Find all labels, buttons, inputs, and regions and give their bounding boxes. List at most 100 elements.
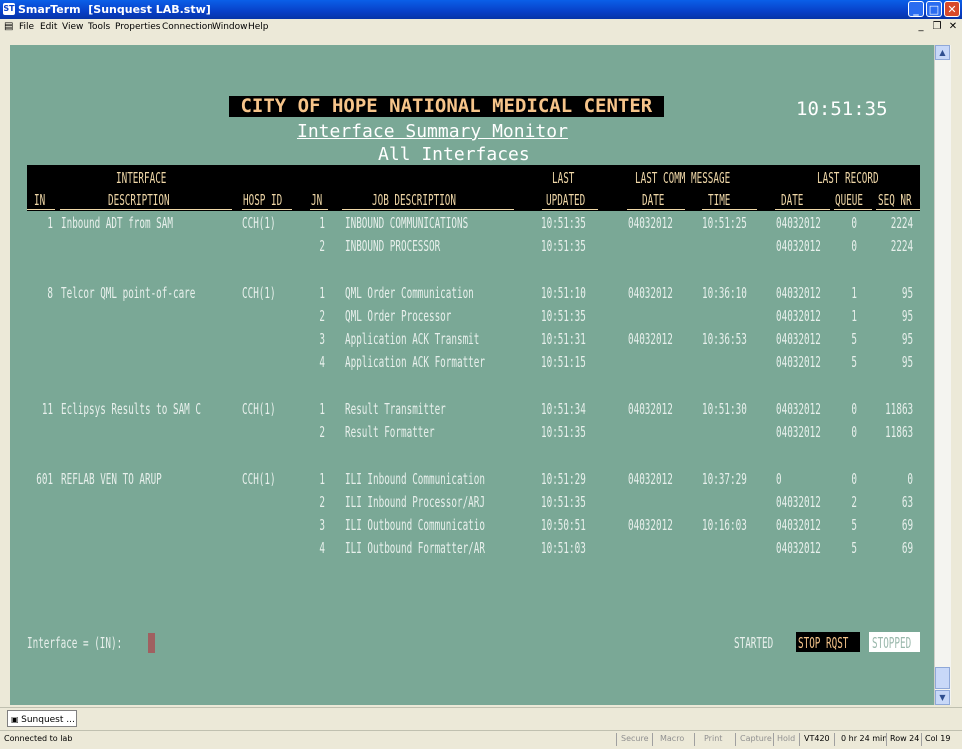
session-tab[interactable]: ▣ Sunquest ...: [7, 710, 77, 727]
scroll-down-arrow-icon[interactable]: ▼: [935, 690, 950, 705]
cell-desc: Telcor QML point-of-care: [61, 284, 196, 302]
col-group-last-comm: LAST COMM MESSAGE: [635, 169, 731, 187]
cell-job: Result Transmitter: [345, 400, 446, 418]
cell-updated: 10:51:15: [541, 353, 586, 371]
cell-desc: Inbound ADT from SAM: [61, 214, 173, 232]
close-button[interactable]: ✕: [944, 1, 960, 17]
cell-queue: 0: [851, 423, 857, 441]
cell-ctime: 10:36:53: [702, 330, 747, 348]
cell-job: Application ACK Transmit: [345, 330, 480, 348]
menu-edit[interactable]: Edit: [40, 22, 58, 32]
cell-seq: 0: [907, 470, 913, 488]
session-tab-label: Sunquest ...: [21, 715, 75, 725]
cell-cdate: 04032012: [628, 214, 673, 232]
cell-hosp: CCH(1): [242, 400, 276, 418]
cell-seq: 69: [901, 516, 913, 534]
cell-jn: 2: [319, 493, 325, 511]
cell-rdate: 04032012: [776, 423, 821, 441]
input-cursor[interactable]: [148, 633, 155, 653]
cell-updated: 10:51:29: [541, 470, 586, 488]
stopped-button[interactable]: [869, 632, 920, 652]
cell-queue: 0: [851, 400, 857, 418]
col-group-last-record: LAST RECORD: [817, 169, 879, 187]
status-started: STARTED: [734, 634, 774, 652]
cell-jn: 3: [319, 330, 325, 348]
cell-seq: 2224: [890, 214, 913, 232]
cell-cdate: 04032012: [628, 470, 673, 488]
cell-rdate: 04032012: [776, 237, 821, 255]
underline: [27, 209, 55, 210]
session-tab-icon: ▣: [11, 715, 22, 724]
app-icon[interactable]: ST: [3, 3, 15, 15]
col-hosp-id: HOSP ID: [243, 191, 283, 209]
secure-indicator: Secure: [621, 734, 649, 743]
elapsed-time: 0 hr 24 min: [841, 734, 888, 743]
cell-ctime: 10:36:10: [702, 284, 747, 302]
terminal-screen[interactable]: CITY OF HOPE NATIONAL MEDICAL CENTER 10:…: [10, 45, 934, 705]
cell-ctime: 10:37:29: [702, 470, 747, 488]
cell-job: ILI Inbound Processor/ARJ: [345, 493, 485, 511]
window-title: SmarTerm [Sunquest LAB.stw]: [18, 3, 211, 16]
cell-job: ILI Outbound Communicatio: [345, 516, 485, 534]
cell-jn: 1: [319, 284, 325, 302]
document-icon[interactable]: ▤: [4, 21, 14, 32]
cell-rdate: 04032012: [776, 539, 821, 557]
cell-updated: 10:51:35: [541, 307, 586, 325]
mdi-restore-button[interactable]: ❐: [932, 21, 942, 32]
cell-queue: 1: [851, 307, 857, 325]
cell-job: ILI Outbound Formatter/AR: [345, 539, 485, 557]
cell-queue: 0: [851, 470, 857, 488]
cell-rdate: 0: [776, 470, 782, 488]
col-comm-date: DATE: [642, 191, 665, 209]
menu-help[interactable]: Help: [248, 22, 269, 32]
cell-seq: 95: [901, 353, 913, 371]
window-titlebar[interactable]: ST SmarTerm [Sunquest LAB.stw] _ □ ✕: [0, 0, 962, 19]
col-jn: JN: [311, 191, 323, 209]
menu-tools[interactable]: Tools: [88, 22, 111, 32]
underline: [834, 209, 872, 210]
menu-connection[interactable]: Connection: [162, 22, 213, 32]
mdi-close-button[interactable]: ✕: [948, 21, 958, 32]
monitor-title: Interface Summary Monitor: [297, 121, 568, 142]
session-taskbar: ▣ Sunquest ...: [0, 707, 962, 730]
cell-jn: 2: [319, 423, 325, 441]
underline: [242, 209, 292, 210]
cell-jn: 3: [319, 516, 325, 534]
menu-file[interactable]: File: [19, 22, 35, 32]
cell-job: INBOUND COMMUNICATIONS: [345, 214, 469, 232]
cell-jn: 2: [319, 307, 325, 325]
underline: [627, 209, 685, 210]
col-in: IN: [34, 191, 46, 209]
stop-rqst-button[interactable]: [796, 632, 860, 652]
cell-queue: 2: [851, 493, 857, 511]
cell-job: ILI Inbound Communication: [345, 470, 485, 488]
minimize-button[interactable]: _: [908, 1, 924, 17]
scroll-thumb[interactable]: [935, 667, 950, 689]
cell-queue: 0: [851, 237, 857, 255]
cell-updated: 10:50:51: [541, 516, 586, 534]
cell-hosp: CCH(1): [242, 214, 276, 232]
cell-seq: 95: [901, 330, 913, 348]
cell-cdate: 04032012: [628, 284, 673, 302]
maximize-button[interactable]: □: [926, 1, 942, 17]
cell-updated: 10:51:34: [541, 400, 586, 418]
cell-hosp: CCH(1): [242, 284, 276, 302]
cell-rdate: 04032012: [776, 493, 821, 511]
stopped-label[interactable]: STOPPED: [872, 634, 912, 652]
cell-job: QML Order Communication: [345, 284, 474, 302]
cell-desc: Eclipsys Results to SAM C: [61, 400, 201, 418]
cell-updated: 10:51:10: [541, 284, 586, 302]
print-indicator: Print: [704, 734, 723, 743]
vertical-scrollbar[interactable]: ▲ ▼: [934, 45, 951, 705]
scroll-up-arrow-icon[interactable]: ▲: [935, 45, 950, 60]
scope-title: All Interfaces: [378, 144, 530, 165]
mdi-minimize-button[interactable]: _: [918, 21, 924, 32]
cell-updated: 10:51:03: [541, 539, 586, 557]
menu-window[interactable]: Window: [212, 22, 248, 32]
col-comm-time: TIME: [708, 191, 731, 209]
menu-view[interactable]: View: [62, 22, 84, 32]
stop-rqst-label[interactable]: STOP RQST: [798, 634, 849, 652]
cell-ctime: 10:51:30: [702, 400, 747, 418]
cell-seq: 63: [901, 493, 913, 511]
menu-properties[interactable]: Properties: [115, 22, 161, 32]
